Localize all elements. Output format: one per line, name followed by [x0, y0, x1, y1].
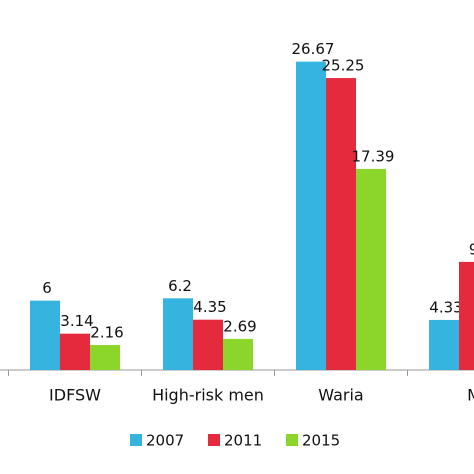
bar [296, 61, 326, 371]
bar [163, 298, 193, 370]
value-label: 2.69 [223, 317, 256, 335]
bar [459, 261, 474, 370]
x-tick-label: IDFSW [49, 386, 101, 405]
legend-label: 2015 [302, 432, 340, 450]
legend-swatch [286, 434, 298, 446]
bar [30, 300, 60, 370]
legend-swatch [130, 434, 142, 446]
value-label: 25.25 [322, 57, 365, 75]
x-tick-label: High-risk men [152, 386, 264, 405]
legend-label: 2011 [224, 432, 262, 450]
bar [429, 319, 459, 370]
value-label: 9. [469, 240, 474, 258]
legend-label: 2007 [146, 432, 184, 450]
value-label: 4.33 [429, 298, 462, 316]
bar [60, 333, 90, 370]
value-label: 2.16 [90, 324, 123, 342]
value-label: 17.39 [352, 147, 395, 165]
x-tick-label: Waria [318, 386, 363, 405]
value-label: 6.2 [168, 277, 192, 295]
x-tick-label: M [467, 386, 474, 405]
legend-swatch [208, 434, 220, 446]
value-label: 4.35 [193, 298, 226, 316]
bar [356, 168, 386, 370]
value-label: 3.14 [60, 312, 93, 330]
value-label: 6 [42, 279, 52, 297]
value-label: 26.67 [292, 40, 335, 58]
bar [223, 338, 253, 370]
bar [193, 319, 223, 370]
bar [90, 345, 120, 370]
bar [326, 78, 356, 370]
